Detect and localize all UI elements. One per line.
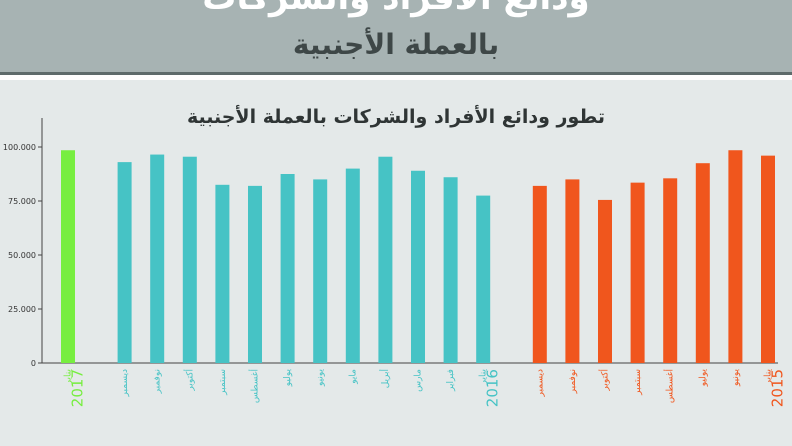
bar — [345, 168, 360, 363]
y-tick-label: 50.000 — [8, 251, 36, 260]
category-label: سبتمبر — [218, 369, 228, 396]
category-label: فبراير — [446, 369, 456, 392]
y-tick-label: 25.000 — [8, 305, 36, 314]
category-label: سبتمبر — [633, 369, 643, 396]
bar — [280, 174, 295, 363]
category-label: مايو — [348, 369, 358, 385]
category-label: نوفمبر — [568, 369, 578, 394]
header-banner: ودائع الأفراد والشركات بالعملة الأجنبية — [0, 0, 792, 75]
bar — [215, 184, 230, 363]
category-label: يوليو — [698, 369, 708, 388]
category-label: يوليو — [283, 369, 293, 388]
bar — [313, 179, 328, 363]
year-label: 2015 — [769, 369, 787, 407]
year-label: 2017 — [69, 369, 87, 407]
category-label: ديسمبر — [535, 369, 545, 397]
bar — [150, 154, 165, 363]
bar — [411, 170, 425, 363]
category-label: أكتوبر — [183, 369, 195, 392]
bar — [182, 156, 197, 363]
y-tick-label: 100.000 — [3, 143, 36, 152]
bar — [443, 177, 458, 363]
bar — [695, 163, 710, 363]
bar — [598, 199, 612, 363]
category-label: أغسطس — [664, 369, 676, 403]
category-label: أبريل — [379, 369, 391, 388]
category-label: مارس — [414, 369, 424, 392]
bar — [532, 185, 547, 363]
bar — [378, 156, 393, 363]
bar — [663, 178, 678, 363]
bar — [117, 162, 132, 363]
category-label: ديسمبر — [120, 369, 130, 397]
category-label: نوفمبر — [153, 369, 163, 394]
category-label: أغسطس — [249, 369, 261, 403]
chart-title: تطور ودائع الأفراد والشركات بالعملة الأج… — [186, 106, 606, 128]
header-title-line1: ودائع الأفراد والشركات — [0, 0, 792, 18]
bar — [761, 155, 775, 363]
category-label: أكتوبر — [599, 369, 611, 392]
category-label: يونيو — [731, 369, 741, 388]
bar — [728, 150, 743, 363]
bar — [565, 179, 580, 363]
y-tick-label: 0 — [31, 359, 36, 368]
header-title-line2: بالعملة الأجنبية — [292, 28, 500, 61]
bar — [248, 185, 262, 363]
y-tick-label: 75.000 — [8, 197, 36, 206]
bar — [476, 195, 491, 363]
category-label: يناير — [479, 369, 489, 386]
bar — [630, 182, 645, 363]
category-label: يونيو — [316, 369, 326, 388]
category-label: يناير — [64, 369, 74, 386]
chart-panel — [0, 80, 792, 446]
category-label: يناير — [764, 369, 774, 386]
year-label: 2016 — [484, 369, 502, 407]
bar — [61, 150, 75, 363]
